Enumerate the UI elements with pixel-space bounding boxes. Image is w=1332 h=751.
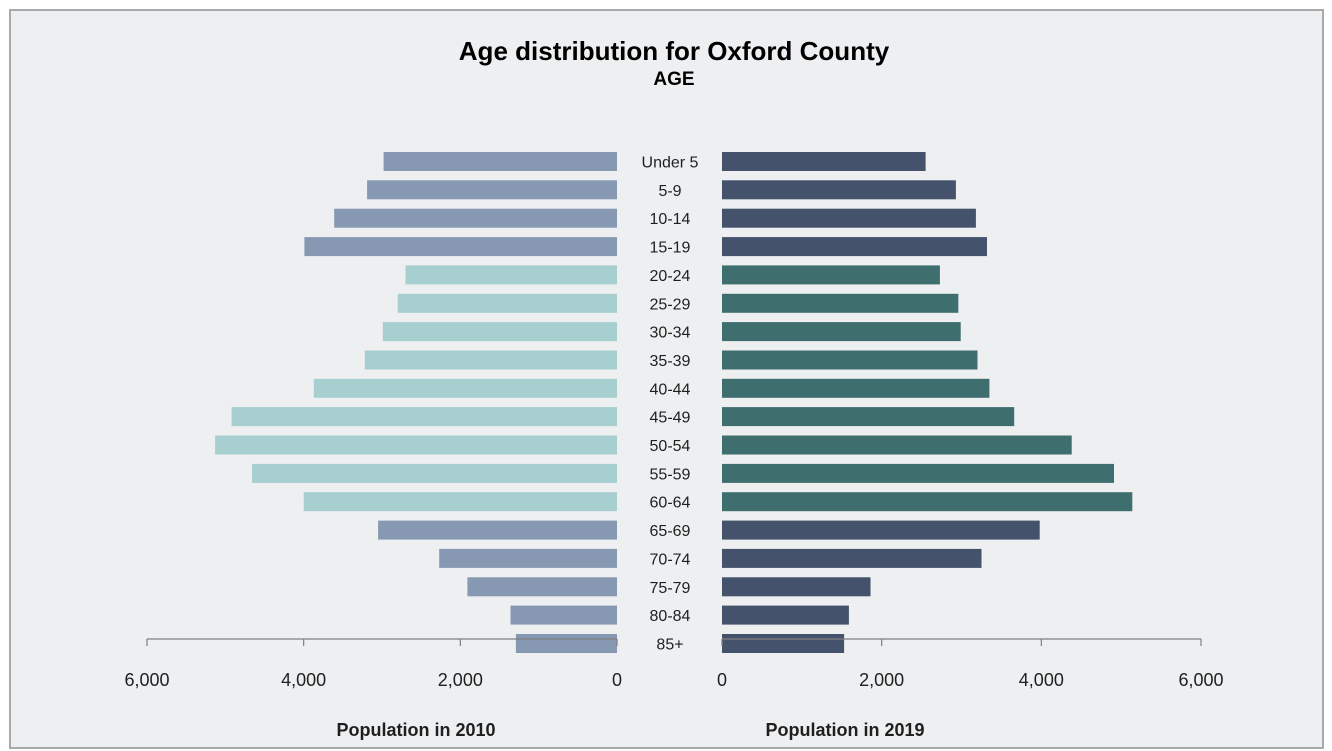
left-axis-title: Population in 2010 <box>336 720 495 740</box>
age-group-label-14: 70-74 <box>650 551 691 568</box>
chart-frame: Age distribution for Oxford County AGE U… <box>9 9 1324 749</box>
age-group-label-0: Under 5 <box>642 155 699 172</box>
age-group-label-1: 5-9 <box>658 183 681 200</box>
bar-2019-10 <box>722 435 1072 455</box>
bar-2010-4 <box>405 265 617 285</box>
bar-2019-15 <box>722 577 871 597</box>
bar-2019-2 <box>722 208 976 228</box>
bar-2010-3 <box>304 237 617 257</box>
chart-subtitle: AGE <box>653 69 694 90</box>
bar-2010-8 <box>313 378 617 398</box>
bar-2010-17 <box>515 634 617 653</box>
age-group-label-10: 50-54 <box>650 438 691 455</box>
left-tick-label-1: 4,000 <box>281 670 326 690</box>
x-axes: 6,000 4,000 2,000 0 0 2,000 4,000 6,000 <box>124 638 1224 690</box>
bar-2010-14 <box>439 548 617 568</box>
bar-2019-13 <box>722 520 1040 540</box>
age-group-label-15: 75-79 <box>650 580 691 597</box>
bar-2019-11 <box>722 463 1114 483</box>
bar-2010-2 <box>334 208 617 228</box>
bar-2010-7 <box>364 350 617 370</box>
left-tick-label-3: 0 <box>612 670 622 690</box>
age-group-label-9: 45-49 <box>650 410 691 427</box>
chart-title: Age distribution for Oxford County <box>459 36 890 66</box>
age-group-label-2: 10-14 <box>650 211 691 228</box>
bar-2010-15 <box>467 577 617 597</box>
age-group-label-16: 80-84 <box>650 608 691 625</box>
bar-2010-1 <box>367 180 617 200</box>
bar-2019-17 <box>722 634 845 653</box>
age-group-label-12: 60-64 <box>650 495 691 512</box>
population-pyramid-chart: Age distribution for Oxford County AGE U… <box>124 36 1224 740</box>
bar-2010-5 <box>397 293 617 313</box>
bars-2010 <box>215 152 617 653</box>
bar-2019-0 <box>722 152 926 171</box>
bar-2010-11 <box>252 463 617 483</box>
bar-2019-3 <box>722 237 987 257</box>
bar-2010-13 <box>378 520 617 540</box>
age-group-label-3: 15-19 <box>650 240 691 257</box>
age-group-labels: Under 5 5-9 10-14 15-19 20-24 25-29 30-34 35-39… <box>642 155 699 654</box>
right-tick-label-3: 6,000 <box>1178 670 1223 690</box>
bar-2019-9 <box>722 407 1015 427</box>
age-group-label-17: 85+ <box>656 637 683 654</box>
bar-2019-5 <box>722 293 959 313</box>
bar-2019-4 <box>722 265 940 285</box>
bar-2010-6 <box>382 322 617 342</box>
age-group-label-4: 20-24 <box>650 268 691 285</box>
bar-2019-8 <box>722 378 990 398</box>
bar-2010-9 <box>231 407 617 427</box>
bar-2010-0 <box>383 152 617 171</box>
age-group-label-7: 35-39 <box>650 353 691 370</box>
right-axis-title: Population in 2019 <box>765 720 924 740</box>
bar-2010-10 <box>215 435 617 455</box>
bar-2019-12 <box>722 492 1133 512</box>
bars-2019 <box>722 152 1133 653</box>
age-group-label-8: 40-44 <box>650 381 691 398</box>
bar-2019-7 <box>722 350 978 370</box>
bar-2010-12 <box>303 492 617 512</box>
bar-2019-14 <box>722 548 982 568</box>
right-tick-label-0: 0 <box>717 670 727 690</box>
right-tick-label-1: 2,000 <box>859 670 904 690</box>
bar-2010-16 <box>510 605 617 625</box>
bar-2019-1 <box>722 180 956 200</box>
age-group-label-13: 65-69 <box>650 523 691 540</box>
age-group-label-6: 30-34 <box>650 325 691 342</box>
age-group-label-11: 55-59 <box>650 466 691 483</box>
bar-2019-16 <box>722 605 849 625</box>
left-tick-label-2: 2,000 <box>438 670 483 690</box>
left-tick-label-0: 6,000 <box>124 670 169 690</box>
right-tick-label-2: 4,000 <box>1019 670 1064 690</box>
bar-2019-6 <box>722 322 961 342</box>
age-group-label-5: 25-29 <box>650 296 691 313</box>
